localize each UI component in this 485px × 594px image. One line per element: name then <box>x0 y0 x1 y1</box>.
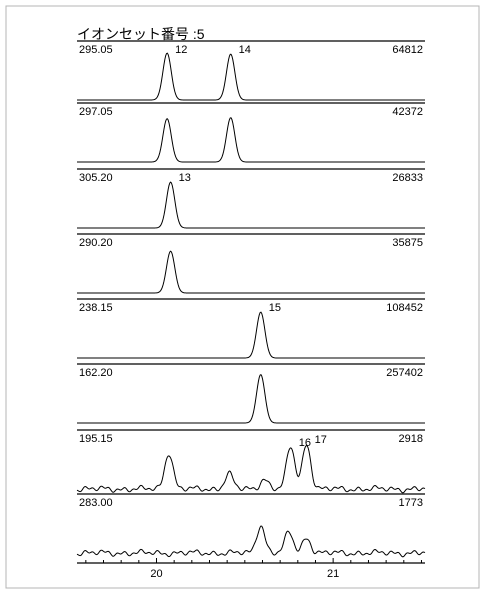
trace-line <box>76 444 426 494</box>
x-axis: 20 21 <box>77 558 425 580</box>
intensity-label: 26833 <box>392 172 423 184</box>
intensity-label: 1773 <box>399 497 423 509</box>
panel-195-15: 195.15 2918 16 17 <box>76 429 426 494</box>
mz-label: 305.20 <box>79 172 113 184</box>
x-tick-label: 20 <box>150 568 162 580</box>
peak-label: 14 <box>239 44 251 56</box>
peak-label: 16 <box>299 437 311 449</box>
x-tick-label: 21 <box>327 568 339 580</box>
intensity-label: 2918 <box>399 433 423 445</box>
panel-295-05: 295.05 64812 12 14 <box>77 40 425 101</box>
mz-label: 283.00 <box>79 497 113 509</box>
trace-line <box>77 117 425 163</box>
intensity-label: 257402 <box>386 367 423 379</box>
mz-label: 238.15 <box>79 302 113 314</box>
panels: 295.05 64812 12 14 297.05 42372 305.20 26833 13 2… <box>76 40 426 558</box>
panel-283-00: 283.00 1773 <box>76 493 426 558</box>
trace-line <box>77 250 425 294</box>
panel-297-05: 297.05 42372 <box>77 102 425 163</box>
trace-line <box>77 52 425 101</box>
mz-label: 290.20 <box>79 237 113 249</box>
panel-305-20: 305.20 26833 13 <box>77 168 425 229</box>
mz-label: 195.15 <box>79 433 113 445</box>
chart-title: イオンセット番号 :5 <box>77 26 205 42</box>
panel-162-20: 162.20 257402 <box>77 363 425 424</box>
trace-line <box>77 311 425 359</box>
trace-line <box>77 373 425 424</box>
mz-label: 295.05 <box>79 44 113 56</box>
intensity-label: 35875 <box>392 237 423 249</box>
peak-label: 15 <box>269 302 281 314</box>
intensity-label: 42372 <box>392 106 423 118</box>
mz-label: 162.20 <box>79 367 113 379</box>
trace-line <box>77 181 425 229</box>
intensity-label: 64812 <box>392 44 423 56</box>
panel-238-15: 238.15 108452 15 <box>77 298 425 359</box>
peak-label: 13 <box>179 172 191 184</box>
peak-label: 12 <box>175 44 187 56</box>
panel-290-20: 290.20 35875 <box>77 233 425 294</box>
peak-label: 17 <box>315 434 327 446</box>
trace-line <box>76 525 426 558</box>
mz-label: 297.05 <box>79 106 113 118</box>
intensity-label: 108452 <box>386 302 423 314</box>
